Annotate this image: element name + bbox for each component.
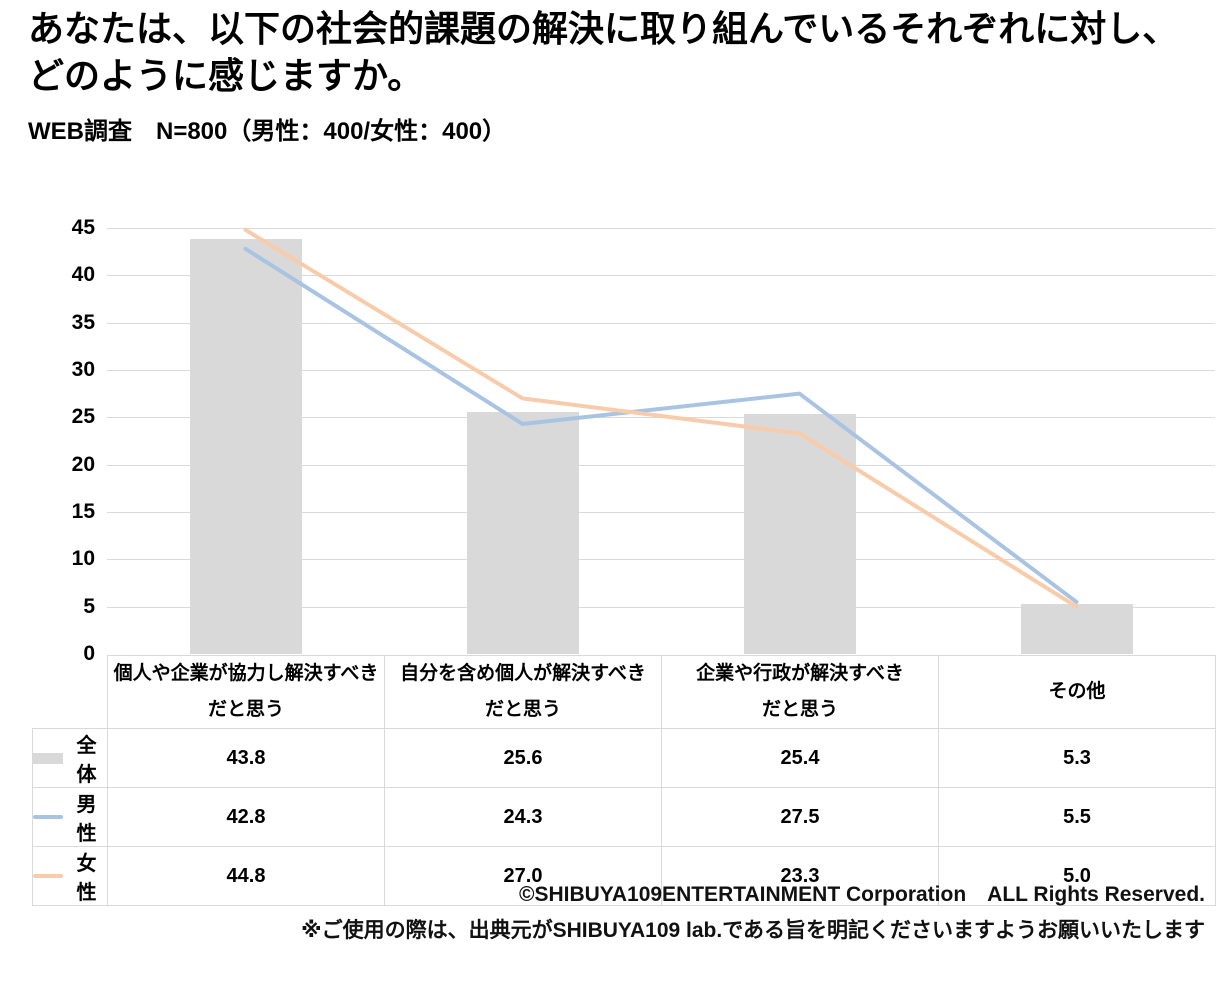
value-cell: 43.8 <box>107 728 385 788</box>
gridline <box>107 512 1215 513</box>
table-header-row: 個人や企業が協力し解決すべき だと思う 自分を含め個人が解決すべき だと思う 企業や… <box>33 655 1216 729</box>
table-row-男性: 男性 42.8 24.3 27.5 5.5 <box>32 787 1216 847</box>
value-cell: 27.5 <box>661 787 939 847</box>
legend-cell-全体: 全体 <box>32 728 108 788</box>
value-cell: 27.0 <box>384 846 662 906</box>
legend-label: 男性 <box>76 794 97 845</box>
data-table: 個人や企業が協力し解決すべき だと思う 自分を含め個人が解決すべき だと思う 企業や… <box>32 655 1216 906</box>
legend-label: 女性 <box>76 853 97 904</box>
y-axis-label: 15 <box>71 500 95 523</box>
gridline <box>107 275 1215 277</box>
gridline <box>107 322 1215 324</box>
chart-plot <box>107 227 1215 654</box>
value-cell: 25.6 <box>384 728 662 788</box>
legend-cell-男性: 男性 <box>32 787 108 847</box>
value-cell: 42.8 <box>107 787 385 847</box>
legend-inner: 男性 <box>33 789 107 846</box>
bar-全体 <box>743 413 856 654</box>
y-axis-label: 45 <box>71 216 95 239</box>
bar-全体 <box>1020 603 1133 654</box>
value-cell: 44.8 <box>107 846 385 906</box>
legend-label: 全体 <box>76 735 97 786</box>
legend-line-swatch-女性 <box>33 874 63 878</box>
y-axis-label: 25 <box>71 405 95 429</box>
legend-inner: 全体 <box>33 730 107 787</box>
y-axis-label: 0 <box>83 642 95 665</box>
value-cell: 5.5 <box>938 787 1216 847</box>
category-header: 自分を含め個人が解決すべき だと思う <box>384 655 662 729</box>
y-axis-label: 35 <box>71 310 95 334</box>
copyright-text: ©SHIBUYA109ENTERTAINMENT Corporation ALL… <box>518 883 1205 906</box>
page-title: あなたは、以下の社会的課題の解決に取り組んでいるそれぞれに対し、 どのように感じ… <box>28 8 1179 96</box>
value-cell: 23.3 <box>661 846 939 906</box>
category-header: その他 <box>938 655 1216 729</box>
y-axis: 0 5 10 15 20 25 30 35 40 45 <box>25 216 95 665</box>
y-axis-label: 10 <box>71 547 95 571</box>
value-cell: 5.0 <box>938 846 1216 906</box>
category-header: 個人や企業が協力し解決すべき だと思う <box>107 655 385 729</box>
table-row-全体: 全体 43.8 25.6 25.4 5.3 <box>32 728 1216 788</box>
y-axis-label: 30 <box>71 358 95 381</box>
y-axis-label: 20 <box>71 452 95 476</box>
y-axis-label: 5 <box>83 594 95 618</box>
survey-note: WEB調査 N=800（男性：400/女性：400） <box>28 118 507 145</box>
value-cell: 25.4 <box>661 728 939 788</box>
legend-bar-swatch-全体 <box>33 752 63 764</box>
gridline <box>107 559 1215 561</box>
legend-header-blank <box>33 656 108 729</box>
line-女性 <box>243 227 1079 609</box>
legend-cell-女性: 女性 <box>32 846 108 906</box>
gridline <box>107 606 1215 608</box>
attribution-note: ※ご使用の際は、出典元がSHIBUYA109 lab.である旨を明記くださいます… <box>301 919 1205 942</box>
value-cell: 5.3 <box>938 728 1216 788</box>
y-axis-label: 40 <box>71 263 95 287</box>
bar-全体 <box>466 411 579 654</box>
gridline <box>107 464 1215 466</box>
gridline <box>107 228 1215 229</box>
legend-inner: 女性 <box>33 848 107 905</box>
line-series-layer <box>243 227 1079 609</box>
value-cell: 24.3 <box>384 787 662 847</box>
line-男性 <box>243 246 1079 604</box>
table-row-女性: 女性 44.8 27.0 23.3 5.0 <box>32 846 1216 906</box>
category-header: 企業や行政が解決すべき だと思う <box>661 655 939 729</box>
bar-全体 <box>189 239 302 654</box>
legend-line-swatch-男性 <box>33 815 63 819</box>
gridline <box>107 370 1215 371</box>
